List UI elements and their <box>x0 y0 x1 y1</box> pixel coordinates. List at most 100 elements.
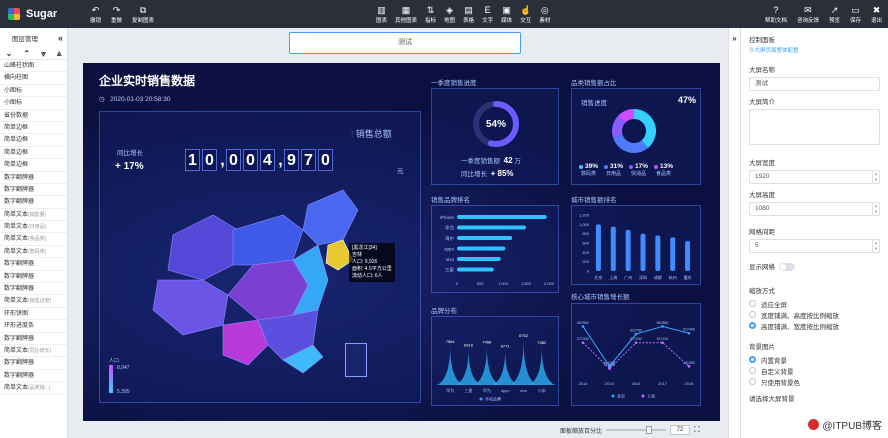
properties-subtitle[interactable]: ⓪大屏页面整体配置 <box>749 48 799 54</box>
toolbar-button-复制图表[interactable]: ⧉ 复制图表 <box>132 0 154 28</box>
toolbar-button-label: 表格 <box>463 17 475 24</box>
brand-dist-panel[interactable] <box>431 316 559 406</box>
toolbar-button-帮助文档[interactable]: ? 帮助文档 <box>765 0 787 28</box>
toolbar-button-媒体[interactable]: ▣ 媒体 <box>501 0 512 28</box>
zoom-input[interactable]: 72 <box>670 425 691 435</box>
expand-panel-icon[interactable]: » <box>732 34 737 43</box>
toolbar-button-退出[interactable]: ✖ 退出 <box>871 0 882 28</box>
layer-item[interactable]: 简单边框 <box>0 159 67 172</box>
toolbar-button-文字[interactable]: E 文字 <box>482 0 493 28</box>
layer-item[interactable]: 环形进度条 <box>0 320 67 333</box>
layer-item[interactable]: 简单文本(数码类) <box>0 246 67 259</box>
layer-item[interactable]: 数字翻牌器 <box>0 196 67 209</box>
toolbar-button-咨询反馈[interactable]: ✉ 咨询反馈 <box>797 0 819 28</box>
map-region-tibet <box>152 279 229 336</box>
radio-option[interactable]: 只使用背景色 <box>749 376 880 387</box>
toolbar-button-预览[interactable]: ↗ 预览 <box>829 0 840 28</box>
layer-item[interactable]: 山峰柱状图 <box>0 60 67 73</box>
layer-item[interactable]: 小图标 <box>0 97 67 110</box>
layer-item[interactable]: 数字翻牌器 <box>0 258 67 271</box>
layer-item[interactable]: 简单文本(销售进度) <box>0 295 67 308</box>
brand-peak <box>473 345 500 385</box>
fullscreen-icon[interactable]: ⛶ <box>694 425 700 434</box>
height-stepper[interactable]: ▲ ▼ <box>872 203 879 215</box>
grid-stepper[interactable]: ▲ ▼ <box>872 240 879 252</box>
radio-button[interactable] <box>749 356 756 364</box>
layer-item[interactable]: 小图标 <box>0 85 67 98</box>
radio-option[interactable]: 高度铺满、宽度按比例缩放 <box>749 320 880 331</box>
move-top-icon[interactable]: ⩓ <box>56 48 62 58</box>
china-map[interactable] <box>143 185 373 395</box>
radio-button[interactable] <box>749 367 756 375</box>
radio-option[interactable]: 宽度铺满、高度按比例缩放 <box>749 309 880 320</box>
radio-option[interactable]: 自定义背景 <box>749 365 880 376</box>
radio-button[interactable] <box>749 300 756 308</box>
move-down-icon[interactable]: ⌄ <box>5 49 13 58</box>
city-x-label: 广州 <box>624 274 632 280</box>
toolbar-mid-icon-8: ◎ <box>540 4 549 15</box>
screen-name-input[interactable]: 测试 <box>749 77 880 91</box>
layer-item[interactable]: 省份数据 <box>0 110 67 122</box>
screen-title-input[interactable]: 测试 <box>289 32 521 54</box>
clock-icon: ◷ <box>99 96 105 103</box>
move-bottom-icon[interactable]: ⩔ <box>41 48 46 58</box>
layer-item[interactable]: 环形饼图 <box>0 308 67 321</box>
layer-item[interactable]: 简单文本(同比增长) <box>0 345 67 358</box>
city-rank-panel[interactable] <box>571 205 701 285</box>
city-bar <box>655 235 661 271</box>
toolbar-button-素材[interactable]: ◎ 素材 <box>539 0 550 28</box>
zoom-slider[interactable] <box>606 426 667 434</box>
map-thumbnail[interactable] <box>345 343 367 377</box>
toolbar-button-保存[interactable]: ▭ 保存 <box>850 0 861 28</box>
sales-chart-icon: ⫶ <box>351 129 354 139</box>
radio-button[interactable] <box>749 322 756 330</box>
toolbar-button-交互[interactable]: ☝ 交互 <box>520 0 531 28</box>
toolbar-button-其他图表[interactable]: ▦ 其他图表 <box>395 0 417 28</box>
screen-width-input[interactable]: 1920 ▲ ▼ <box>749 170 880 184</box>
layer-item[interactable]: 简单边框 <box>0 134 67 147</box>
grid-spacing-input[interactable]: 5 ▲ ▼ <box>749 239 880 253</box>
toolbar-button-表格[interactable]: ▤ 表格 <box>463 0 474 28</box>
city-y-tick: 800 <box>582 231 589 236</box>
show-grid-toggle[interactable] <box>779 263 795 272</box>
toolbar-button-图表[interactable]: ▥ 图表 <box>376 0 387 28</box>
radio-option[interactable]: 适应全屏 <box>749 298 880 309</box>
city-bar <box>685 241 691 271</box>
radio-button[interactable] <box>749 378 756 386</box>
city-y-tick: 200 <box>582 259 589 264</box>
collapse-panel-icon[interactable]: « <box>57 33 63 43</box>
toolbar-button-label: 指标 <box>425 17 437 24</box>
layer-item[interactable]: 简单文本(品类销...) <box>0 382 67 395</box>
layer-item[interactable]: 数字翻牌器 <box>0 370 67 383</box>
toolbar-button-重做[interactable]: ↷ 重做 <box>111 0 122 28</box>
layer-item[interactable]: 横向柱图 <box>0 72 67 85</box>
watermark-text: @ITPUB博客 <box>822 421 882 432</box>
move-up-icon[interactable]: ⌃ <box>23 49 31 58</box>
screen-desc-textarea[interactable] <box>749 109 880 145</box>
layer-item[interactable]: 简单文本(日用品) <box>0 221 67 234</box>
layer-item[interactable]: 简单文本(销售量) <box>0 209 67 222</box>
layer-item[interactable]: 数字翻牌器 <box>0 172 67 184</box>
zoom-slider-handle[interactable] <box>646 426 653 434</box>
dashboard-canvas[interactable]: 企业实时销售数据 ◷ 2020-01-03 20:58:30 同比增长 + 17… <box>83 63 720 421</box>
layer-item[interactable]: 简单边框 <box>0 147 67 160</box>
width-stepper[interactable]: ▲ ▼ <box>872 171 879 183</box>
category-ratio-panel[interactable] <box>571 88 701 185</box>
layer-item[interactable]: 数字翻牌器 <box>0 357 67 370</box>
toolbar-button-撤销[interactable]: ↶ 撤销 <box>90 0 101 28</box>
city-y-tick: 600 <box>582 241 589 246</box>
layer-item[interactable]: 数字翻牌器 <box>0 333 67 345</box>
toolbar-button-地图[interactable]: ◈ 地图 <box>444 0 455 28</box>
radio-option[interactable]: 内置背景 <box>749 354 880 365</box>
toolbar-button-指标[interactable]: ⇅ 指标 <box>425 0 436 28</box>
layer-item[interactable]: 数字翻牌器 <box>0 283 67 296</box>
layer-item[interactable]: 数字翻牌器 <box>0 184 67 197</box>
layer-item-sub: (同比增长) <box>28 347 52 354</box>
city-growth-panel[interactable] <box>571 303 701 406</box>
screen-height-input[interactable]: 1080 ▲ ▼ <box>749 202 880 216</box>
radio-button[interactable] <box>749 311 756 319</box>
properties-collapse-strip[interactable]: » <box>728 28 740 438</box>
layer-item[interactable]: 简单边框 <box>0 122 67 135</box>
layer-item[interactable]: 简单文本(食品类) <box>0 233 67 246</box>
layer-item[interactable]: 数字翻牌器 <box>0 271 67 284</box>
